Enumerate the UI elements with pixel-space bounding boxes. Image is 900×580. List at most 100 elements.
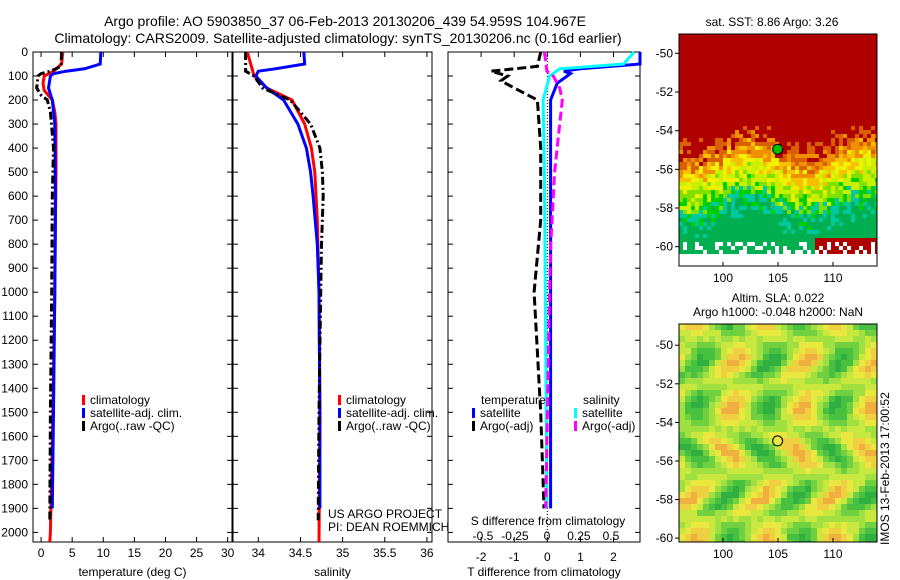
heatmap-cell (805, 384, 811, 390)
heatmap-cell (835, 138, 839, 142)
heatmap-cell (759, 190, 763, 194)
heatmap-cell (795, 242, 799, 246)
heatmap-cell (783, 78, 787, 82)
heatmap-cell (697, 324, 703, 330)
heatmap-cell (875, 250, 877, 254)
heatmap-cell (847, 158, 851, 162)
heatmap-cell (679, 230, 683, 234)
heatmap-cell (807, 226, 811, 230)
heatmap-cell (867, 142, 871, 146)
heatmap-cell (803, 226, 807, 230)
heatmap-cell (711, 134, 715, 138)
heatmap-cell (791, 46, 795, 50)
heatmap-cell (685, 324, 691, 330)
heatmap-cell (679, 486, 685, 492)
heatmap-cell (697, 432, 703, 438)
heatmap-cell (703, 142, 707, 146)
heatmap-cell (721, 480, 727, 486)
heatmap-cell (757, 402, 763, 408)
heatmap-cell (679, 122, 683, 126)
heatmap-cell (875, 154, 877, 158)
heatmap-cell (807, 242, 811, 246)
heatmap-cell (755, 42, 759, 46)
heatmap-cell (691, 342, 697, 348)
heatmap-cell (779, 118, 783, 122)
heatmap-cell (775, 336, 781, 342)
heatmap-cell (871, 206, 875, 210)
heatmap-cell (687, 78, 691, 82)
heatmap-cell (679, 70, 683, 74)
heatmap-cell (735, 186, 739, 190)
heatmap-cell (841, 534, 847, 540)
heatmap-cell (847, 86, 851, 90)
heatmap-cell (855, 78, 859, 82)
heatmap-cell (711, 46, 715, 50)
heatmap-cell (763, 58, 767, 62)
heatmap-cell (767, 74, 771, 78)
heatmap-cell (875, 246, 877, 250)
heatmap-cell (759, 166, 763, 170)
heatmap-cell (697, 378, 703, 384)
heatmap-cell (727, 378, 733, 384)
heatmap-cell (843, 206, 847, 210)
heatmap-cell (747, 106, 751, 110)
heatmap-cell (831, 250, 835, 254)
heatmap-cell (823, 528, 829, 534)
heatmap-cell (769, 348, 775, 354)
heatmap-cell (803, 234, 807, 238)
heatmap-cell (719, 66, 723, 70)
salinity-panel: 34 34.5 35 35.5 36salinityclimatologysatelli… (232, 51, 438, 579)
heatmap-cell (875, 98, 877, 102)
heatmap-cell (757, 522, 763, 528)
heatmap-cell (859, 348, 865, 354)
heatmap-cell (731, 42, 735, 46)
heatmap-cell (839, 134, 843, 138)
heatmap-cell (859, 218, 863, 222)
heatmap-cell (871, 130, 875, 134)
heatmap-cell (839, 114, 843, 118)
heatmap-cell (871, 408, 877, 414)
heatmap-cell (771, 42, 775, 46)
heatmap-cell (851, 78, 855, 82)
heatmap-cell (835, 210, 839, 214)
heatmap-cell (781, 468, 787, 474)
heatmap-cell (723, 222, 727, 226)
heatmap-cell (851, 162, 855, 166)
heatmap-cell (727, 408, 733, 414)
lat-tick-label: -58 (656, 201, 674, 215)
heatmap-cell (807, 154, 811, 158)
heatmap-cell (819, 174, 823, 178)
heatmap-cell (751, 246, 755, 250)
heatmap-cell (867, 250, 871, 254)
heatmap-cell (715, 42, 719, 46)
heatmap-cell (715, 468, 721, 474)
heatmap-cell (787, 396, 793, 402)
heatmap-cell (775, 408, 781, 414)
heatmap-cell (855, 62, 859, 66)
heatmap-cell (751, 450, 757, 456)
heatmap-cell (739, 378, 745, 384)
heatmap-cell (751, 426, 757, 432)
heatmap-cell (747, 70, 751, 74)
heatmap-cell (707, 186, 711, 190)
heatmap-cell (835, 162, 839, 166)
heatmap-cell (811, 70, 815, 74)
heatmap-cell (711, 118, 715, 122)
heatmap-cell (739, 534, 745, 540)
heatmap-cell (739, 540, 745, 542)
heatmap-cell (755, 242, 759, 246)
heatmap-cell (703, 130, 707, 134)
heatmap-cell (719, 226, 723, 230)
heatmap-cell (727, 114, 731, 118)
heatmap-cell (863, 186, 867, 190)
heatmap-cell (853, 336, 859, 342)
heatmap-cell (723, 218, 727, 222)
heatmap-cell (827, 186, 831, 190)
heatmap-cell (699, 250, 703, 254)
heatmap-cell (819, 162, 823, 166)
heatmap-cell (783, 142, 787, 146)
heatmap-cell (757, 414, 763, 420)
heatmap-cell (763, 166, 767, 170)
heatmap-cell (775, 202, 779, 206)
heatmap-cell (685, 384, 691, 390)
